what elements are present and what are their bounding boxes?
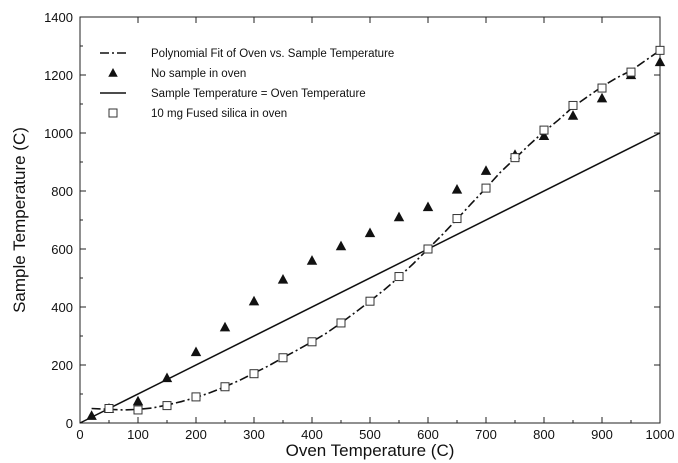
data-point-triangle bbox=[86, 410, 97, 420]
x-tick-label: 800 bbox=[533, 427, 555, 442]
data-point-square bbox=[626, 67, 636, 77]
series-line bbox=[91, 49, 661, 411]
axis-ticks bbox=[79, 16, 661, 424]
series-layer bbox=[79, 45, 666, 424]
x-tick-label: 500 bbox=[359, 427, 381, 442]
x-tick-label: 0 bbox=[76, 427, 83, 442]
data-point-square bbox=[539, 125, 549, 135]
series-1 bbox=[86, 56, 666, 420]
data-point-triangle bbox=[538, 130, 550, 141]
y-tick-label: 200 bbox=[51, 358, 73, 373]
series-line bbox=[79, 132, 661, 424]
legend-label: 10 mg Fused silica in oven bbox=[151, 108, 287, 120]
x-tick-label: 900 bbox=[591, 427, 613, 442]
data-point-square bbox=[365, 296, 375, 306]
legend-triangle-swatch bbox=[108, 68, 118, 77]
legend-square-swatch bbox=[108, 108, 118, 118]
y-tick-label: 400 bbox=[51, 300, 73, 315]
legend-item: 10 mg Fused silica in oven bbox=[108, 108, 287, 120]
y-tick-label: 1200 bbox=[44, 68, 73, 83]
data-point-square bbox=[249, 369, 259, 379]
data-point-triangle bbox=[364, 227, 376, 238]
series-0 bbox=[91, 49, 661, 411]
data-point-square bbox=[220, 382, 230, 392]
data-point-triangle bbox=[248, 295, 260, 306]
data-point-square bbox=[104, 404, 114, 413]
legend-label: No sample in oven bbox=[151, 68, 246, 80]
tick-labels: 0 100 200 300 400 500 600 700 800 900 1000 0 200 400 6… bbox=[44, 10, 674, 442]
legend-item: Polynomial Fit of Oven vs. Sample Temper… bbox=[100, 48, 394, 60]
y-tick-label: 1000 bbox=[44, 126, 73, 141]
data-point-triangle bbox=[161, 372, 173, 383]
data-point-square bbox=[510, 153, 520, 163]
data-point-square bbox=[191, 392, 201, 402]
x-tick-label: 400 bbox=[301, 427, 323, 442]
data-point-triangle bbox=[277, 273, 289, 284]
legend-item: No sample in oven bbox=[108, 68, 246, 80]
y-tick-label: 800 bbox=[51, 184, 73, 199]
y-tick-label: 1400 bbox=[44, 10, 73, 25]
data-point-triangle bbox=[422, 201, 434, 212]
x-tick-label: 700 bbox=[475, 427, 497, 442]
data-point-square bbox=[162, 401, 172, 411]
x-tick-label: 600 bbox=[417, 427, 439, 442]
data-point-triangle bbox=[393, 211, 405, 222]
data-point-square bbox=[568, 100, 578, 110]
data-point-triangle bbox=[480, 165, 492, 175]
legend-label: Sample Temperature = Oven Temperature bbox=[151, 88, 366, 100]
y-axis-label: Sample Temperature (C) bbox=[10, 127, 29, 313]
data-point-triangle bbox=[567, 110, 579, 120]
series-2 bbox=[79, 132, 661, 424]
data-point-square bbox=[307, 337, 317, 347]
y-tick-label: 0 bbox=[66, 416, 73, 431]
data-point-square bbox=[336, 318, 346, 328]
data-point-square bbox=[452, 214, 462, 224]
data-point-triangle bbox=[190, 346, 202, 357]
data-point-triangle bbox=[596, 92, 608, 103]
data-point-square bbox=[278, 353, 288, 363]
x-tick-label: 1000 bbox=[646, 427, 675, 442]
x-tick-label: 100 bbox=[127, 427, 149, 442]
x-axis-label: Oven Temperature (C) bbox=[286, 441, 455, 460]
data-point-triangle bbox=[132, 395, 144, 406]
data-point-triangle bbox=[654, 56, 666, 67]
legend: Polynomial Fit of Oven vs. Sample Temper… bbox=[100, 48, 394, 120]
data-point-square bbox=[394, 272, 404, 282]
data-point-triangle bbox=[219, 321, 231, 332]
data-point-square bbox=[597, 83, 607, 93]
data-point-square bbox=[481, 183, 491, 193]
x-tick-label: 200 bbox=[185, 427, 207, 442]
data-point-triangle bbox=[335, 240, 347, 251]
legend-label: Polynomial Fit of Oven vs. Sample Temper… bbox=[151, 48, 394, 60]
data-point-square bbox=[133, 405, 143, 415]
data-point-triangle bbox=[451, 184, 463, 194]
data-point-triangle bbox=[306, 255, 318, 265]
y-tick-label: 600 bbox=[51, 242, 73, 257]
data-point-square bbox=[655, 45, 665, 55]
legend-item: Sample Temperature = Oven Temperature bbox=[100, 88, 366, 100]
data-point-square bbox=[423, 244, 433, 254]
x-tick-label: 300 bbox=[243, 427, 265, 442]
series-3 bbox=[104, 45, 665, 415]
